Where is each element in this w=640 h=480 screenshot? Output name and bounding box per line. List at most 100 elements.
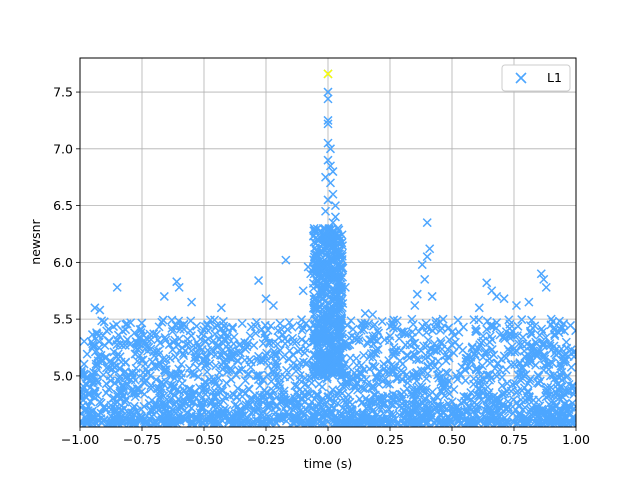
data-point bbox=[401, 402, 411, 412]
data-point bbox=[432, 346, 442, 356]
data-point bbox=[83, 401, 93, 411]
data-point bbox=[244, 369, 254, 379]
data-point bbox=[205, 359, 215, 369]
data-point bbox=[438, 314, 448, 324]
data-point bbox=[427, 291, 437, 301]
data-point bbox=[243, 417, 253, 427]
data-point bbox=[411, 371, 421, 381]
data-point bbox=[562, 372, 572, 382]
data-point bbox=[506, 386, 516, 396]
data-point bbox=[374, 328, 384, 338]
data-point bbox=[313, 260, 323, 270]
data-point bbox=[284, 409, 294, 419]
data-point bbox=[185, 390, 195, 400]
data-point bbox=[221, 354, 231, 364]
x-tick-label: −1.00 bbox=[61, 432, 99, 447]
data-point bbox=[288, 418, 298, 427]
data-point bbox=[330, 288, 340, 298]
data-point bbox=[88, 340, 98, 350]
data-point bbox=[217, 324, 227, 334]
data-point bbox=[475, 416, 485, 426]
data-point bbox=[569, 413, 576, 423]
data-point bbox=[366, 335, 376, 345]
data-point bbox=[187, 416, 197, 426]
data-point bbox=[274, 333, 284, 343]
data-point bbox=[473, 401, 483, 411]
data-point bbox=[323, 195, 333, 205]
data-point bbox=[175, 414, 185, 424]
data-point bbox=[166, 394, 176, 404]
data-point bbox=[326, 329, 336, 339]
data-point bbox=[204, 374, 214, 384]
data-point bbox=[196, 393, 207, 404]
data-point bbox=[102, 326, 112, 336]
data-point bbox=[102, 404, 112, 414]
data-point bbox=[169, 400, 180, 410]
data-point bbox=[377, 403, 387, 413]
data-point bbox=[297, 335, 307, 345]
data-point bbox=[421, 407, 431, 417]
data-point bbox=[352, 408, 362, 418]
data-point bbox=[227, 322, 238, 332]
data-point bbox=[322, 332, 332, 342]
data-point bbox=[453, 315, 463, 325]
data-point bbox=[95, 305, 105, 315]
data-point bbox=[336, 304, 346, 314]
data-point bbox=[503, 397, 513, 407]
data-point bbox=[388, 348, 398, 358]
data-point bbox=[485, 358, 495, 368]
data-point bbox=[412, 392, 422, 402]
data-point bbox=[148, 418, 158, 427]
data-point bbox=[411, 354, 421, 365]
data-point bbox=[318, 223, 328, 234]
data-point bbox=[496, 404, 506, 414]
data-point bbox=[348, 324, 358, 334]
data-point bbox=[317, 382, 327, 392]
data-point bbox=[334, 347, 344, 357]
data-point bbox=[544, 406, 554, 416]
data-point bbox=[306, 269, 316, 279]
data-point bbox=[377, 394, 387, 404]
data-point bbox=[250, 390, 260, 400]
y-tick-label: 5.0 bbox=[53, 368, 73, 383]
data-point bbox=[559, 415, 569, 425]
data-point bbox=[350, 333, 360, 343]
data-point bbox=[430, 361, 440, 371]
data-point bbox=[443, 384, 453, 394]
data-point bbox=[374, 379, 384, 389]
data-point bbox=[558, 392, 568, 403]
data-point bbox=[420, 354, 430, 364]
data-point bbox=[131, 343, 141, 353]
data-point bbox=[272, 392, 282, 402]
data-point bbox=[274, 373, 284, 383]
data-point bbox=[525, 320, 535, 331]
data-point bbox=[166, 407, 176, 417]
data-point bbox=[264, 338, 274, 348]
data-point bbox=[142, 346, 153, 356]
data-point bbox=[340, 282, 350, 292]
data-point bbox=[125, 339, 135, 349]
data-point bbox=[295, 358, 305, 368]
data-point bbox=[323, 94, 333, 104]
data-point bbox=[493, 358, 503, 368]
data-point bbox=[374, 403, 384, 413]
data-point bbox=[323, 115, 333, 125]
data-point bbox=[546, 314, 556, 324]
data-point bbox=[316, 397, 326, 407]
data-point bbox=[87, 330, 97, 340]
data-point bbox=[254, 276, 264, 286]
data-point bbox=[202, 367, 212, 377]
data-point bbox=[210, 376, 220, 386]
x-tick-label: −0.75 bbox=[123, 432, 161, 447]
data-point bbox=[229, 390, 239, 400]
data-point bbox=[328, 167, 338, 177]
data-point bbox=[333, 246, 343, 256]
data-point bbox=[319, 293, 329, 303]
data-point bbox=[362, 337, 372, 348]
data-point bbox=[205, 413, 215, 423]
data-point bbox=[333, 223, 343, 233]
y-tick-label: 5.5 bbox=[53, 312, 73, 327]
data-point bbox=[474, 303, 484, 313]
data-point bbox=[412, 289, 422, 299]
data-point bbox=[258, 393, 268, 403]
